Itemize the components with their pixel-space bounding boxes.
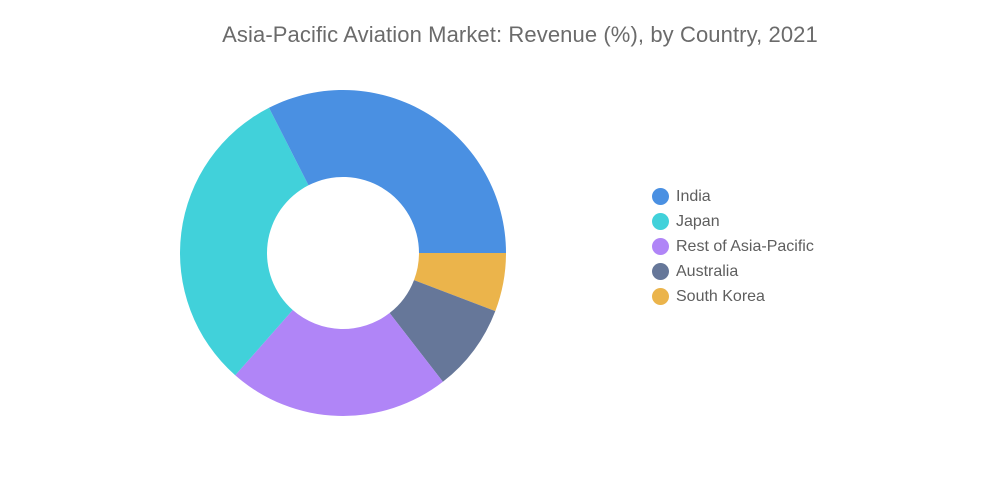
slice-australia[interactable] (389, 280, 496, 382)
chart-title: Asia-Pacific Aviation Market: Revenue (%… (222, 22, 818, 47)
legend-item-south-korea[interactable]: South Korea (652, 284, 814, 309)
slice-south-korea[interactable] (414, 253, 506, 312)
legend-swatch-australia (652, 263, 669, 280)
legend-label-japan: Japan (676, 212, 720, 230)
slice-japan[interactable] (179, 107, 309, 376)
legend-item-india[interactable]: India (652, 184, 814, 209)
legend-label-india: India (676, 187, 711, 205)
legend-label-australia: Australia (676, 262, 739, 280)
legend-swatch-rest-of-asia-pacific (652, 238, 669, 255)
legend-item-australia[interactable]: Australia (652, 259, 814, 284)
legend-swatch-south-korea (652, 288, 669, 305)
legend-item-rest-of-asia-pacific[interactable]: Rest of Asia-Pacific (652, 234, 814, 259)
chart-legend: India Japan Rest of Asia-Pacific Austral… (652, 184, 814, 309)
slice-india[interactable] (268, 90, 506, 253)
legend-swatch-japan (652, 213, 669, 230)
legend-label-rest-of-asia-pacific: Rest of Asia-Pacific (676, 237, 814, 255)
legend-item-japan[interactable]: Japan (652, 209, 814, 234)
slice-rest-of-asia-pacific[interactable] (235, 310, 443, 416)
legend-swatch-india (652, 188, 669, 205)
legend-label-south-korea: South Korea (676, 287, 765, 305)
